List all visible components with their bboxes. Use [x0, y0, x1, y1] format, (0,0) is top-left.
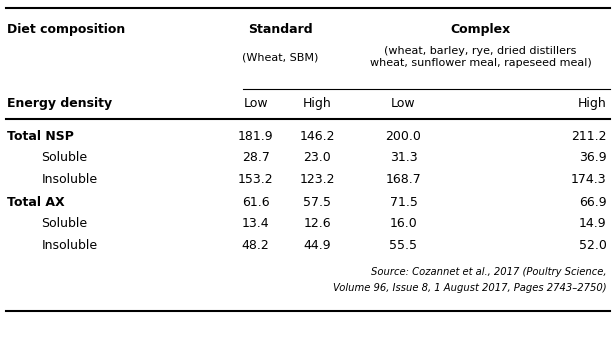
Text: 153.2: 153.2	[238, 173, 274, 186]
Text: 66.9: 66.9	[579, 196, 607, 209]
Text: 13.4: 13.4	[242, 217, 269, 230]
Text: 48.2: 48.2	[241, 239, 270, 252]
Text: Source: Cozannet et al., 2017 (Poultry Science,: Source: Cozannet et al., 2017 (Poultry S…	[371, 267, 607, 276]
Text: Total AX: Total AX	[7, 196, 65, 209]
Text: 57.5: 57.5	[303, 196, 331, 209]
Text: High: High	[303, 97, 331, 110]
Text: Low: Low	[391, 97, 416, 110]
Text: 181.9: 181.9	[238, 130, 274, 143]
Text: Low: Low	[243, 97, 268, 110]
Text: (wheat, barley, rye, dried distillers
wheat, sunflower meal, rapeseed meal): (wheat, barley, rye, dried distillers wh…	[370, 46, 591, 69]
Text: 31.3: 31.3	[390, 151, 417, 164]
Text: 52.0: 52.0	[579, 239, 607, 252]
Text: 55.5: 55.5	[389, 239, 418, 252]
Text: Insoluble: Insoluble	[41, 239, 97, 252]
Text: 36.9: 36.9	[579, 151, 607, 164]
Text: 14.9: 14.9	[579, 217, 607, 230]
Text: 23.0: 23.0	[303, 151, 331, 164]
Text: High: High	[578, 97, 607, 110]
Text: Energy density: Energy density	[7, 97, 113, 110]
Text: 211.2: 211.2	[571, 130, 607, 143]
Text: Soluble: Soluble	[41, 151, 87, 164]
Text: Standard: Standard	[248, 23, 312, 36]
Text: 44.9: 44.9	[304, 239, 331, 252]
Text: Diet composition: Diet composition	[7, 23, 126, 36]
Text: 12.6: 12.6	[304, 217, 331, 230]
Text: Total NSP: Total NSP	[7, 130, 75, 143]
Text: 168.7: 168.7	[386, 173, 421, 186]
Text: 61.6: 61.6	[242, 196, 269, 209]
Text: Volume 96, Issue 8, 1 August 2017, Pages 2743–2750): Volume 96, Issue 8, 1 August 2017, Pages…	[333, 283, 607, 293]
Text: (Wheat, SBM): (Wheat, SBM)	[242, 52, 318, 62]
Text: 174.3: 174.3	[571, 173, 607, 186]
Text: Soluble: Soluble	[41, 217, 87, 230]
Text: 28.7: 28.7	[241, 151, 270, 164]
Text: 123.2: 123.2	[299, 173, 335, 186]
Text: 146.2: 146.2	[299, 130, 335, 143]
Text: Complex: Complex	[450, 23, 511, 36]
Text: 16.0: 16.0	[389, 217, 418, 230]
Text: 71.5: 71.5	[389, 196, 418, 209]
Text: Insoluble: Insoluble	[41, 173, 97, 186]
Text: 200.0: 200.0	[386, 130, 421, 143]
